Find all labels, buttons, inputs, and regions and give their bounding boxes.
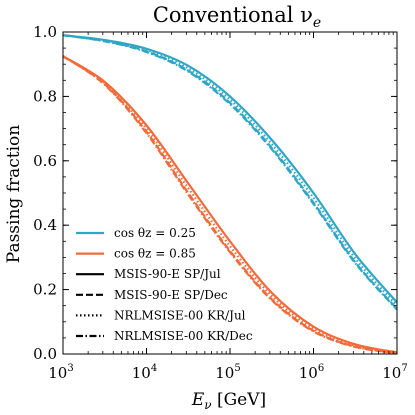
y-tick-label-2: 0.4 — [33, 216, 57, 234]
y-tick-label-0: 0.0 — [33, 345, 57, 363]
legend-label-4: NRLMSISE-00 KR/Jul — [114, 308, 246, 322]
chart-title: Conventional νe — [153, 3, 321, 31]
series-line-7 — [62, 55, 398, 355]
legend-label-1: cos θz = 0.85 — [114, 247, 196, 261]
series-line-2 — [62, 34, 398, 307]
legend-label-5: NRLMSISE-00 KR/Dec — [114, 329, 253, 343]
y-tick-label-3: 0.6 — [33, 152, 57, 170]
y-axis-label: Passing fraction — [4, 125, 24, 264]
legend-label-3: MSIS-90-E SP/Dec — [114, 288, 228, 302]
y-tick-label-4: 0.8 — [33, 87, 57, 105]
axis-layer: 0.0 0.2 0.4 0.6 0.8 1.0 103 104 105 106 107 — [33, 23, 408, 382]
y-tick-label-1: 0.2 — [33, 281, 57, 299]
series-line-0 — [62, 34, 398, 304]
series-layer — [62, 34, 398, 355]
series-line-3 — [62, 34, 398, 311]
x-tick-label-3: 106 — [299, 363, 324, 382]
plot-frame — [62, 31, 398, 355]
legend-label-2: MSIS-90-E SP/Jul — [114, 267, 221, 281]
legend: cos θz = 0.25 cos θz = 0.85 MSIS-90-E SP/J… — [76, 226, 253, 343]
x-axis-label: Eν [GeV] — [191, 390, 266, 412]
series-line-4 — [62, 55, 398, 354]
x-tick-label-4: 107 — [382, 363, 407, 382]
y-tick-label-5: 1.0 — [33, 23, 57, 41]
x-tick-label-0: 103 — [48, 363, 73, 382]
x-tick-label-1: 104 — [132, 363, 157, 382]
x-tick-label-2: 105 — [215, 363, 240, 382]
legend-label-0: cos θz = 0.25 — [114, 226, 196, 240]
